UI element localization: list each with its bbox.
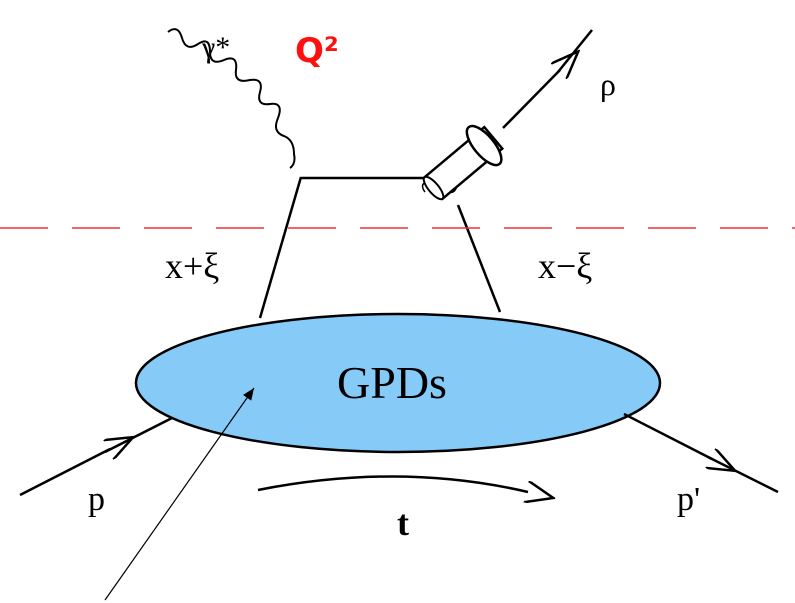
photon-label: γ* <box>201 31 230 64</box>
p-label: p <box>88 481 105 518</box>
p-prime-label: p' <box>677 481 700 518</box>
meson-tube <box>414 119 508 209</box>
meson-line <box>503 70 560 128</box>
quark-line <box>458 205 500 312</box>
rho-label: ρ <box>600 66 616 102</box>
t-label: t <box>397 503 409 543</box>
t-arrow <box>258 476 528 492</box>
proton-line <box>708 457 778 492</box>
x-plus-xi-label: x+ξ <box>165 246 219 286</box>
meson-line <box>558 30 592 72</box>
proton-line <box>624 414 712 459</box>
proton-line <box>105 418 172 452</box>
diagram: γ* Q² ρ x+ξ x−ξ GPDs p t p' <box>0 0 795 603</box>
photon-line <box>168 29 295 168</box>
q2-label: Q² <box>295 31 339 71</box>
gpds-label: GPDs <box>337 357 447 408</box>
quark-line <box>260 177 301 318</box>
x-minus-xi-label: x−ξ <box>538 246 592 286</box>
